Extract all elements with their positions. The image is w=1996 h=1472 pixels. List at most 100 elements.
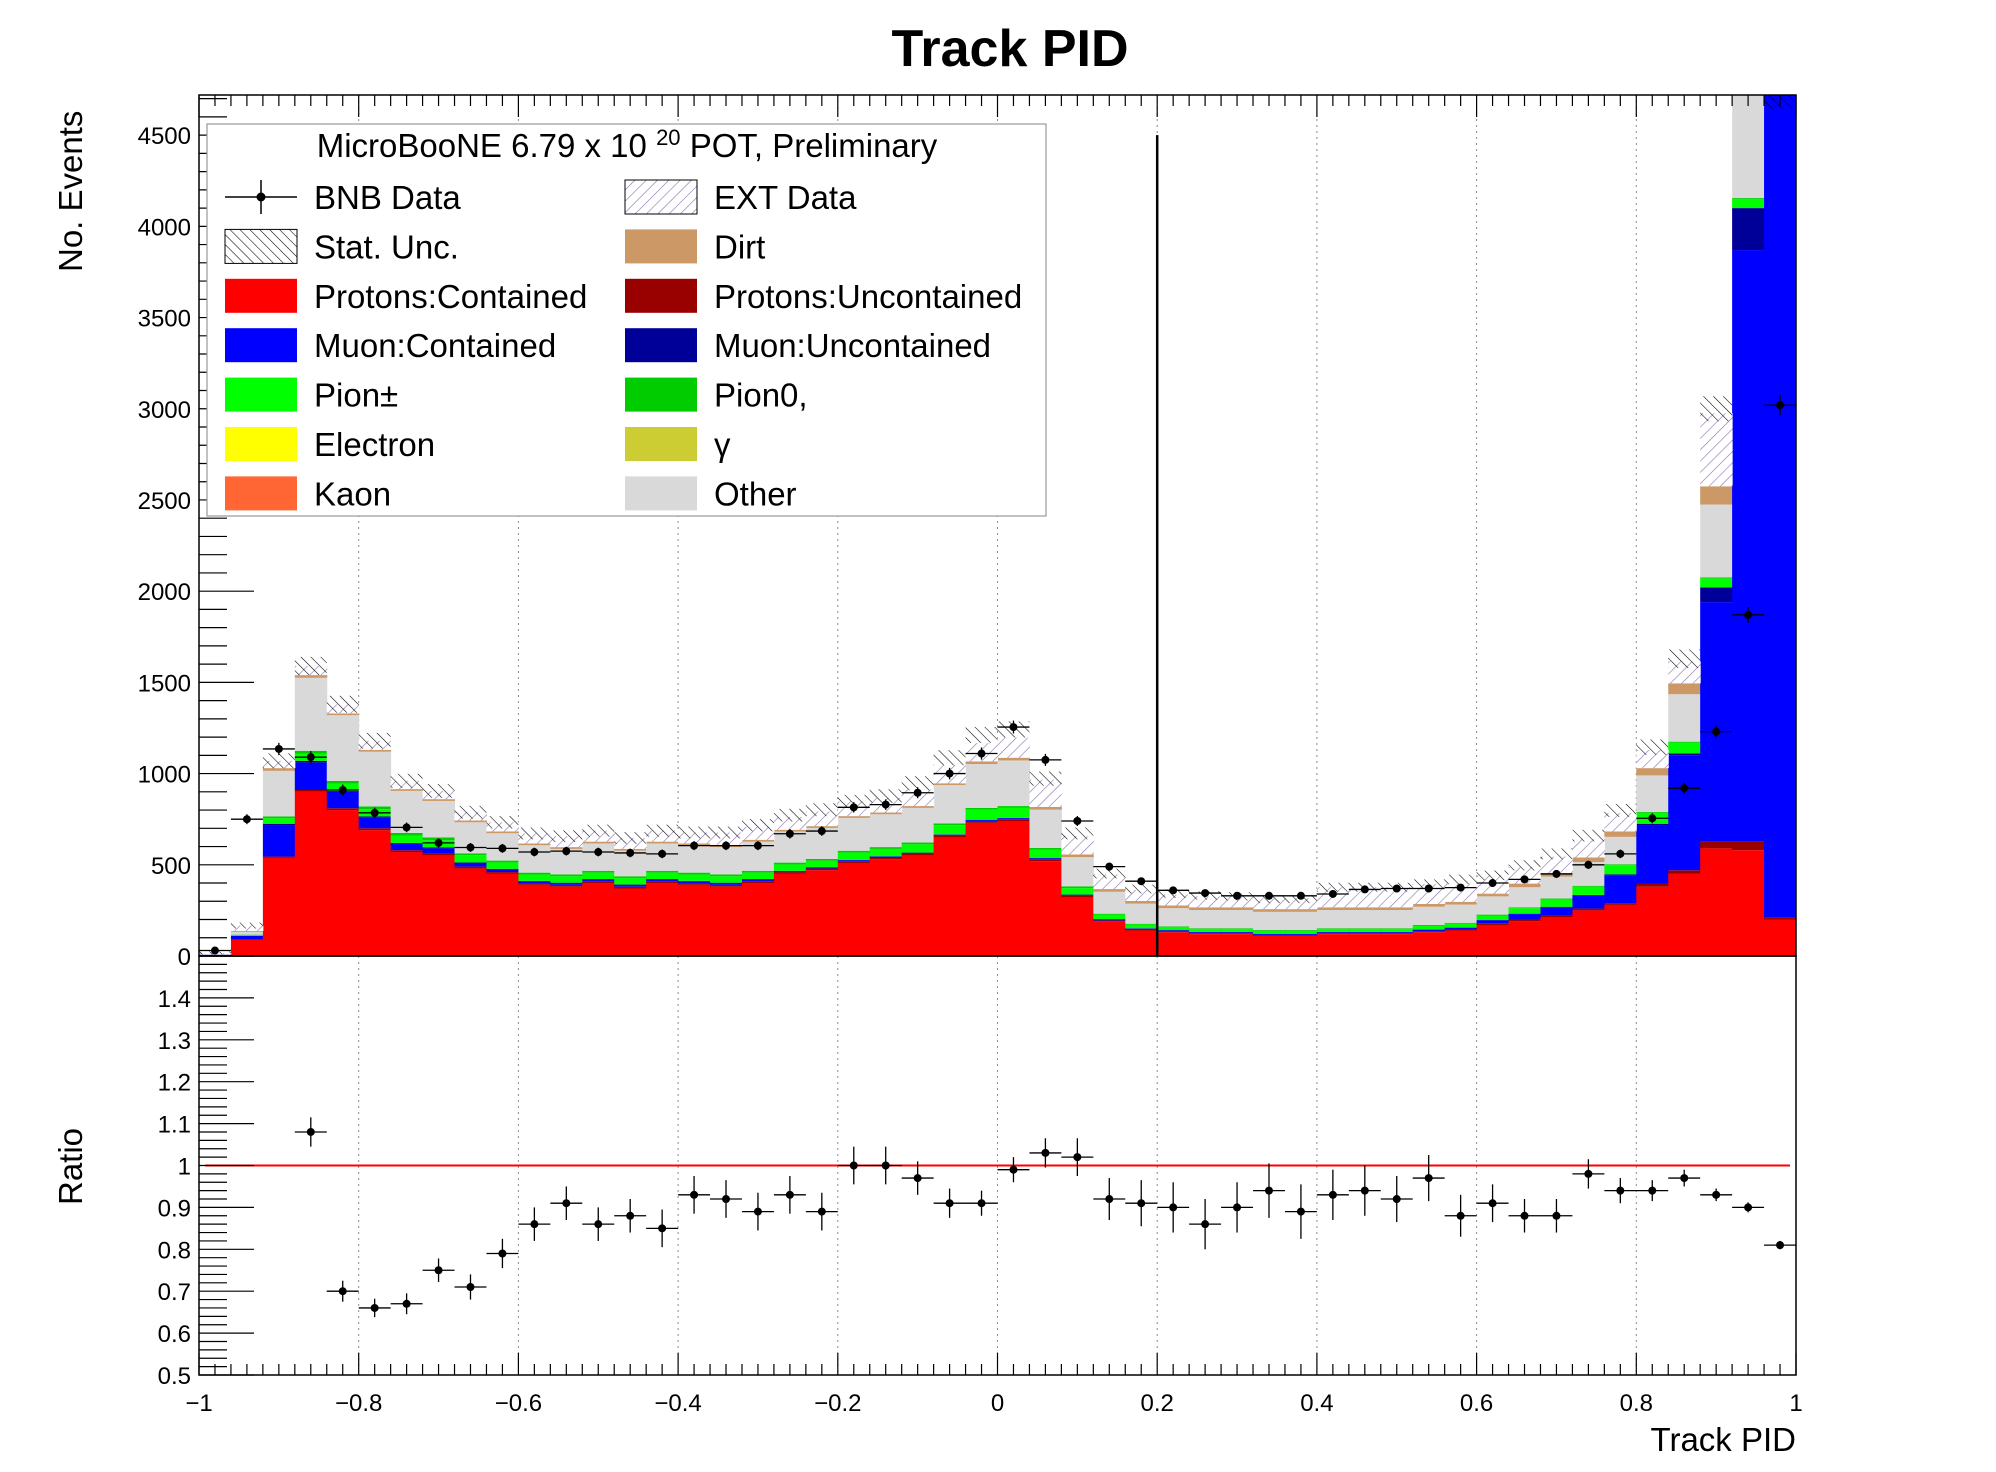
uncertainty-box [550, 830, 583, 842]
y-tick-label: 3000 [138, 397, 191, 424]
bar-segment [1764, 919, 1797, 956]
legend-label: Muon:Uncontained [714, 327, 991, 364]
bar-segment [837, 860, 871, 862]
bar-segment [486, 873, 519, 956]
uncertainty-box [454, 805, 487, 819]
uncertainty-box [1412, 879, 1445, 889]
ratio-point [402, 1299, 411, 1308]
ratio-point [1009, 1165, 1018, 1174]
ratio-point [1169, 1203, 1178, 1212]
bar-segment [1093, 914, 1126, 920]
uncertainty-box [741, 819, 774, 832]
bar-segment [1157, 932, 1190, 956]
legend-label: BNB Data [314, 179, 461, 216]
bar-segment [1476, 915, 1510, 921]
ratio-tick-label: 1.4 [158, 986, 191, 1013]
data-point [1456, 883, 1465, 892]
bar-segment [1572, 895, 1605, 909]
data-point [977, 749, 986, 758]
ratio-point [913, 1174, 922, 1183]
data-point [690, 841, 699, 850]
x-tick-label: 0 [991, 1390, 1004, 1417]
bar-segment [1284, 935, 1318, 956]
bar-segment [294, 762, 328, 791]
bar-segment [1221, 910, 1254, 929]
bar-segment [1348, 934, 1382, 956]
bar-segment [837, 861, 871, 863]
data-point [562, 847, 571, 856]
bar-segment [1029, 858, 1062, 860]
bar-segment [262, 818, 296, 824]
chart-title: Track PID [891, 20, 1128, 78]
bar-segment [805, 858, 839, 861]
bar-segment [678, 884, 711, 956]
data-point [1201, 889, 1210, 898]
bar-segment [805, 870, 839, 956]
bar-segment [901, 852, 935, 854]
bar-segment [1668, 742, 1701, 754]
bar-segment [326, 791, 360, 809]
bar-segment [1221, 896, 1254, 908]
bar-segment [1029, 859, 1062, 862]
data-point [1073, 817, 1082, 826]
bar-segment [646, 879, 679, 882]
data-point [913, 788, 922, 797]
x-axis-title: Track PID [1651, 1421, 1796, 1458]
bar-segment [1604, 904, 1637, 956]
bar-segment [710, 884, 743, 887]
bar-segment [1668, 683, 1701, 695]
uncertainty-box [901, 776, 934, 791]
bar-segment [1125, 930, 1158, 956]
bar-segment [1157, 931, 1190, 933]
bar-segment [518, 843, 551, 846]
bar-segment [486, 872, 519, 874]
bar-segment [518, 872, 551, 875]
bar-segment [1380, 933, 1414, 935]
bar-segment [326, 713, 360, 716]
bar-segment [1700, 413, 1733, 487]
bar-segment [1572, 910, 1605, 956]
bar-segment [294, 677, 328, 751]
bar-segment [1189, 934, 1222, 956]
ratio-tick-label: 1.3 [158, 1028, 191, 1055]
bar-segment [1700, 578, 1733, 588]
bar-segment [1380, 928, 1414, 930]
data-point [434, 838, 443, 847]
ratio-point [1616, 1186, 1625, 1195]
data-point [1552, 869, 1561, 878]
bar-segment [1668, 873, 1701, 956]
bar-segment [1029, 848, 1062, 850]
data-point [1041, 755, 1050, 764]
x-tick-label: −0.4 [654, 1390, 701, 1417]
bar-segment [773, 871, 807, 873]
legend-swatch [625, 476, 697, 511]
ratio-axis-title: Ratio [52, 1128, 89, 1205]
bar-segment [1572, 894, 1605, 896]
ratio-point [945, 1199, 954, 1208]
bar-segment [614, 888, 647, 956]
bar-segment [1444, 929, 1478, 931]
bar-segment [773, 864, 807, 871]
bar-segment [1540, 856, 1573, 874]
bar-segment [1253, 898, 1286, 910]
data-point [658, 849, 667, 858]
legend-swatch [225, 476, 297, 511]
bar-segment [1412, 931, 1446, 933]
legend-header: MicroBooNE 6.79 x 10 20 POT, Preliminary [317, 125, 938, 164]
ratio-point [1520, 1211, 1529, 1220]
bar-segment [1412, 929, 1446, 932]
bar-segment [518, 881, 551, 884]
bar-segment [1700, 602, 1733, 842]
x-tick-label: 1 [1789, 1390, 1802, 1417]
bar-segment [1253, 935, 1286, 956]
bar-segment [1189, 929, 1222, 932]
bar-segment [1476, 923, 1510, 925]
bar-segment [1380, 910, 1414, 929]
bar-segment [262, 770, 296, 817]
bar-segment [262, 823, 296, 826]
bar-segment [901, 806, 935, 808]
x-tick-label: −0.6 [495, 1390, 542, 1417]
bar-segment [390, 852, 424, 956]
bar-segment [837, 816, 871, 818]
bar-segment [262, 816, 296, 819]
